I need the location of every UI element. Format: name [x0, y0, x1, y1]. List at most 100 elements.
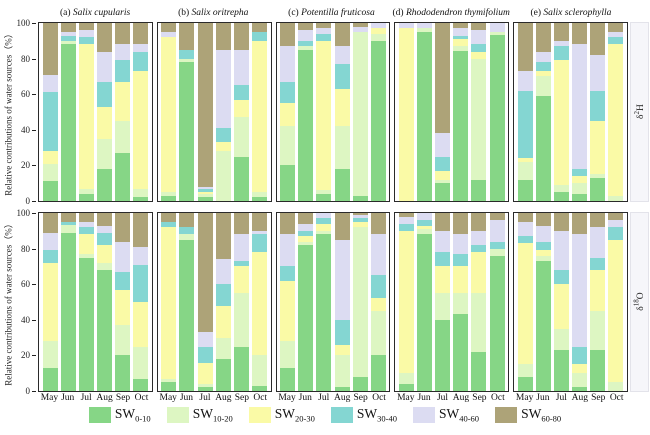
bar-segment-SW20-30: [197, 192, 213, 194]
bar-segment-SW0-10: [572, 387, 588, 391]
bar-segment-SW0-10: [161, 382, 177, 391]
panel-title: (c) Potentilla fruticosa: [274, 8, 388, 18]
panel-b-row1: [156, 212, 272, 392]
bar-segment-SW60-80: [572, 213, 588, 235]
panel-d-row1: [394, 212, 510, 392]
bar-segment-SW20-30: [572, 364, 588, 374]
bar-segment-SW10-20: [535, 76, 551, 96]
month-label-oct: Oct: [253, 393, 268, 403]
bar-segment-SW60-80: [435, 213, 451, 231]
bar-segment-SW30-40: [535, 241, 551, 251]
bar-segment-SW10-20: [42, 163, 58, 182]
bar-segment-SW10-20: [489, 31, 505, 36]
stacked-bar-Sep: [352, 23, 368, 201]
bar-segment-SW0-10: [42, 181, 58, 201]
facet-row-d18o: Relative contributions of water sources（…: [0, 208, 650, 396]
bar-segment-SW60-80: [535, 23, 551, 52]
bar-segment-SW10-20: [370, 33, 386, 41]
bar-segment-SW30-40: [489, 241, 505, 249]
bar-segment-SW20-30: [554, 284, 569, 329]
bar-segment-SW30-40: [215, 128, 231, 143]
bar-segment-SW30-40: [179, 227, 195, 235]
bar-segment-SW30-40: [161, 221, 177, 228]
panel-d-row0: [394, 22, 510, 202]
y-tick-mark: [32, 284, 36, 286]
bar-segment-SW30-40: [316, 33, 332, 41]
panel-e-row1: [513, 212, 628, 392]
bar-segment-SW30-40: [96, 81, 112, 107]
stacked-bar-Jun: [417, 23, 433, 201]
bar-segment-SW10-20: [251, 355, 267, 386]
stacked-bar-Jul: [435, 23, 451, 201]
bar-segment-SW60-80: [251, 213, 267, 231]
bar-segment-SW30-40: [590, 257, 606, 270]
bar-segment-SW10-20: [280, 126, 296, 166]
month-label-may: May: [159, 393, 177, 403]
bar-segment-SW20-30: [316, 40, 332, 191]
panels-top: [38, 22, 628, 202]
y-tick-mark: [32, 23, 36, 24]
month-label-jun: Jun: [298, 393, 312, 403]
bar-segment-SW0-10: [435, 319, 451, 391]
bar-segment-SW30-40: [197, 346, 213, 363]
bar-segment-SW30-40: [316, 218, 332, 224]
bar-segment-SW0-10: [417, 31, 433, 201]
bar-segment-SW10-20: [78, 188, 94, 194]
bar-segment-SW20-30: [535, 71, 551, 77]
bar-segment-SW40-60: [42, 232, 58, 251]
stacked-bar-Jul: [435, 213, 451, 391]
y-tick-mark: [32, 165, 36, 167]
strip-label-d18o: δ18O: [632, 292, 647, 312]
bar-segment-SW10-20: [608, 195, 624, 201]
bar-segment-SW10-20: [161, 378, 177, 383]
stacked-bar-Jul: [554, 213, 569, 391]
legend-swatch: [495, 406, 518, 423]
bar-segment-SW0-10: [453, 314, 469, 391]
stacked-bar-Sep: [590, 213, 606, 391]
y-tick-mark: [32, 58, 36, 60]
stacked-bar-Jul: [197, 23, 213, 201]
bar-segment-SW30-40: [417, 220, 433, 226]
bar-segment-SW60-80: [251, 23, 267, 32]
month-label-jul: Jul: [199, 393, 211, 403]
month-label-may: May: [397, 393, 415, 403]
bar-segment-SW20-30: [96, 245, 112, 263]
bar-segment-SW30-40: [60, 221, 76, 226]
bar-segment-SW60-80: [78, 23, 94, 31]
bar-segment-SW10-20: [435, 179, 451, 184]
month-label-jun: Jun: [536, 393, 550, 403]
bar-segment-SW0-10: [115, 355, 131, 391]
stacked-bar-Jun: [298, 23, 314, 201]
bar-segment-SW40-60: [133, 246, 149, 265]
bar-segment-SW0-10: [453, 51, 469, 201]
bar-segment-SW30-40: [115, 60, 131, 82]
bar-segment-SW10-20: [435, 293, 451, 320]
y-tick-label: 100: [16, 18, 31, 28]
bar-segment-SW20-30: [298, 236, 314, 242]
bar-segment-SW20-30: [215, 142, 231, 152]
month-label-sep: Sep: [234, 393, 249, 403]
bar-segment-SW60-80: [179, 213, 195, 228]
bar-segment-SW0-10: [215, 358, 231, 391]
y-tick-label: 0: [25, 386, 31, 396]
legend-item-SW20-30: SW20-30: [248, 406, 315, 424]
bar-segment-SW30-40: [535, 62, 551, 72]
stacked-bar-Sep: [233, 23, 249, 201]
stacked-bar-Sep: [471, 23, 487, 201]
bar-segment-SW10-20: [96, 262, 112, 270]
bar-segment-SW0-10: [471, 179, 487, 201]
bar-segment-SW20-30: [453, 266, 469, 294]
y-tick-label: 60: [21, 279, 30, 290]
bar-segment-SW0-10: [298, 49, 314, 201]
bar-segment-SW0-10: [517, 376, 533, 391]
bar-segment-SW60-80: [78, 213, 94, 222]
bar-segment-SW10-20: [572, 183, 588, 194]
bar-segment-SW0-10: [435, 183, 451, 201]
bar-segment-SW0-10: [417, 234, 433, 391]
bar-segment-SW60-80: [215, 213, 231, 260]
panel-b-row0: [156, 22, 272, 202]
bar-segment-SW0-10: [179, 62, 195, 201]
bar-segment-SW10-20: [471, 293, 487, 352]
bar-segment-SW0-10: [251, 197, 267, 201]
month-label-may: May: [515, 393, 534, 403]
